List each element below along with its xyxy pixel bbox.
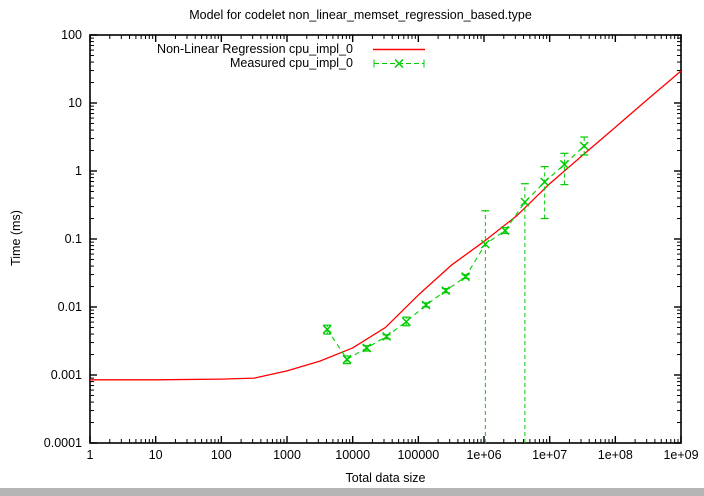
legend-label-measured: Measured cpu_impl_0 [230, 56, 353, 70]
measured-marker [520, 197, 530, 207]
measured-marker [461, 272, 471, 282]
measured-marker [362, 343, 372, 353]
measured-marker [480, 239, 490, 249]
x-tick-label: 1e+06 [466, 448, 501, 462]
y-tick-label: 0.001 [51, 368, 82, 382]
measured-marker [441, 286, 451, 296]
regression-line-sample-icon [373, 48, 425, 51]
plot-border [89, 34, 682, 444]
y-tick-label: 10 [68, 96, 82, 110]
x-tick-label: 10000 [335, 448, 370, 462]
measured-marker [579, 141, 589, 151]
measured-marker [500, 226, 510, 236]
measured-line [326, 145, 585, 361]
legend-entry-regression: Non-Linear Regression cpu_impl_0 [0, 42, 704, 56]
x-tick-label: 1e+08 [598, 448, 633, 462]
regression-curve [90, 70, 682, 381]
legend-entry-measured: Measured cpu_impl_0 [0, 56, 704, 70]
x-tick-label: 1 [87, 448, 94, 462]
y-tick-label: 1 [75, 164, 82, 178]
measured-marker [540, 177, 550, 187]
measured-marker [559, 159, 569, 169]
measured-marker [421, 300, 431, 310]
measured-marker [322, 324, 332, 334]
x-tick-label: 100 [211, 448, 232, 462]
y-tick-label: 0.1 [65, 232, 82, 246]
measured-marker [401, 317, 411, 327]
measured-errorbar-sample-icon [373, 58, 425, 69]
y-tick-label: 100 [61, 28, 82, 42]
x-tick-label: 10 [149, 448, 163, 462]
x-tick-label: 1000 [273, 448, 301, 462]
horizontal-scrollbar[interactable] [0, 488, 704, 496]
x-axis-label: Total data size [345, 471, 426, 485]
y-tick-label: 0.01 [58, 300, 82, 314]
y-tick-label: 0.0001 [44, 436, 82, 450]
x-tick-label: 100000 [397, 448, 439, 462]
x-tick-label: 1e+07 [532, 448, 567, 462]
measured-marker [342, 354, 352, 364]
chart-title: Model for codelet non_linear_memset_regr… [189, 8, 532, 22]
y-axis-label: Time (ms) [9, 210, 23, 266]
x-tick-label: 1e+09 [663, 448, 698, 462]
legend-label-regression: Non-Linear Regression cpu_impl_0 [157, 42, 353, 56]
measured-marker [381, 331, 392, 341]
